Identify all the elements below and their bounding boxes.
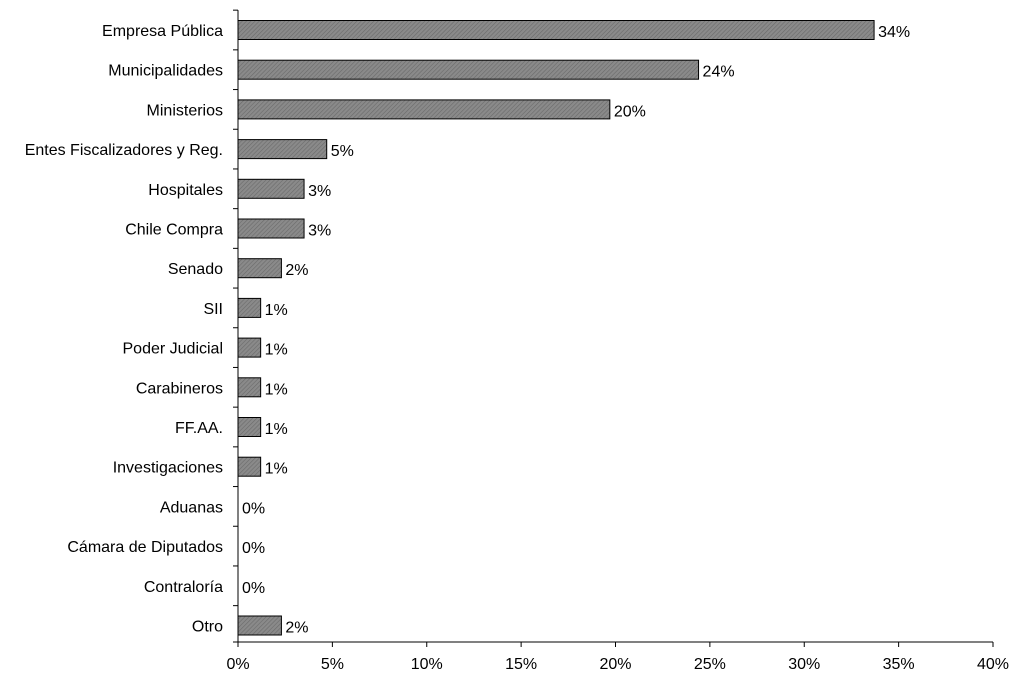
category-label-contraloria: Contraloría xyxy=(144,579,223,596)
value-label-sii: 1% xyxy=(265,302,288,319)
value-label-entes-fiscalizadores-y-reg: 5% xyxy=(331,143,354,160)
bar-carabineros xyxy=(237,377,262,398)
x-tick-label-25: 25% xyxy=(694,656,726,673)
value-label-ministerios: 20% xyxy=(614,103,646,120)
bar-entes-fiscalizadores-y-reg xyxy=(237,139,328,160)
category-label-poder-judicial: Poder Judicial xyxy=(123,341,224,358)
bar-municipalidades xyxy=(237,59,700,80)
x-tick-label-30: 30% xyxy=(788,656,820,673)
category-label-ministerios: Ministerios xyxy=(147,102,223,119)
bar-investigaciones xyxy=(237,456,262,477)
category-label-camara-de-diputados: Cámara de Diputados xyxy=(67,539,223,556)
value-label-chile-compra: 3% xyxy=(308,223,331,240)
value-label-carabineros: 1% xyxy=(265,381,288,398)
value-label-poder-judicial: 1% xyxy=(265,342,288,359)
x-tick-label-10: 10% xyxy=(411,656,443,673)
category-label-otro: Otro xyxy=(192,619,223,636)
bar-chile-compra xyxy=(237,218,305,239)
category-label-investigaciones: Investigaciones xyxy=(113,460,223,477)
bar-sii xyxy=(237,297,262,318)
category-label-chile-compra: Chile Compra xyxy=(125,222,223,239)
x-tick-label-40: 40% xyxy=(977,656,1009,673)
value-label-municipalidades: 24% xyxy=(703,64,735,81)
value-label-senado: 2% xyxy=(285,262,308,279)
category-label-carabineros: Carabineros xyxy=(136,380,223,397)
bar-ministerios xyxy=(237,99,611,120)
value-label-ff-aa: 1% xyxy=(265,421,288,438)
category-label-municipalidades: Municipalidades xyxy=(108,63,223,80)
category-label-hospitales: Hospitales xyxy=(148,182,223,199)
value-label-camara-de-diputados: 0% xyxy=(242,540,265,557)
bar-senado xyxy=(237,258,282,279)
value-label-aduanas: 0% xyxy=(242,500,265,517)
category-label-entes-fiscalizadores-y-reg: Entes Fiscalizadores y Reg. xyxy=(25,142,223,159)
bar-hospitales xyxy=(237,178,305,199)
x-tick-label-20: 20% xyxy=(599,656,631,673)
bar-poder-judicial xyxy=(237,337,262,358)
value-label-hospitales: 3% xyxy=(308,183,331,200)
category-label-aduanas: Aduanas xyxy=(160,499,223,516)
category-label-ff-aa: FF.AA. xyxy=(175,420,223,437)
category-label-sii: SII xyxy=(203,301,223,318)
x-tick-label-0: 0% xyxy=(226,656,249,673)
value-label-investigaciones: 1% xyxy=(265,461,288,478)
bar-otro xyxy=(237,615,282,636)
value-label-otro: 2% xyxy=(285,620,308,637)
value-label-contraloria: 0% xyxy=(242,580,265,597)
bar-ff-aa xyxy=(237,417,262,437)
bar-empresa-publica xyxy=(237,20,875,40)
category-label-senado: Senado xyxy=(168,261,223,278)
value-label-empresa-publica: 34% xyxy=(878,24,910,41)
x-tick-label-15: 15% xyxy=(505,656,537,673)
category-label-empresa-publica: Empresa Pública xyxy=(102,23,223,40)
x-tick-label-5: 5% xyxy=(321,656,344,673)
x-tick-label-35: 35% xyxy=(883,656,915,673)
